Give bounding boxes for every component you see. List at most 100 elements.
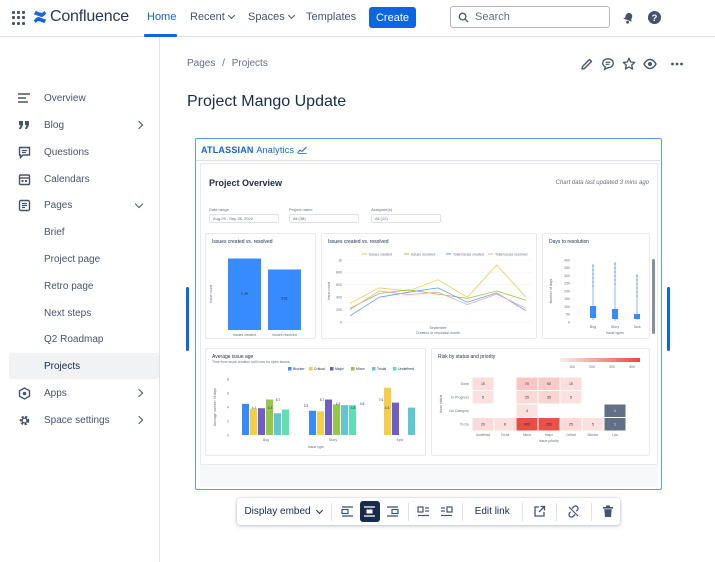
scale-swatch [636, 358, 640, 362]
align-right-button[interactable] [382, 501, 403, 522]
bar [309, 410, 316, 435]
star-icon[interactable] [622, 57, 636, 71]
bar [250, 408, 257, 435]
trash-icon [603, 505, 614, 517]
app-switcher-icon[interactable] [12, 11, 26, 25]
bar [317, 411, 324, 435]
heatmap-cell [560, 418, 582, 431]
filter-project-name[interactable]: Project name All (38) [289, 207, 359, 223]
breadcrumb-projects[interactable]: Projects [231, 58, 268, 69]
heatmap-cell [538, 391, 560, 404]
page-tree-item[interactable]: Retro page [44, 280, 94, 292]
col-label: Minor [523, 433, 532, 437]
page-tree-item[interactable]: Brief [44, 226, 65, 238]
search-input[interactable] [475, 11, 605, 23]
page-tree-item[interactable]: Project page [44, 253, 101, 265]
sidebar-item-apps[interactable]: Apps [9, 380, 159, 406]
open-new-window-button[interactable] [528, 501, 551, 522]
box-outlier [614, 275, 616, 277]
sidebar-item-questions[interactable]: Questions [9, 139, 159, 165]
resize-handle-left[interactable] [186, 287, 189, 351]
nav-templates[interactable]: Templates [306, 11, 357, 23]
scale-swatch [592, 358, 596, 362]
x-tick-label: Story [611, 325, 619, 329]
dashboard: Project Overview Chart data last updated… [200, 163, 658, 465]
chevron-down-icon[interactable] [134, 199, 144, 208]
breadcrumb-separator: / [222, 58, 225, 69]
x-axis-label: Issue type [308, 445, 324, 449]
heatmap-cell [516, 391, 538, 404]
cell-label: 20 [481, 423, 485, 427]
col-label: Trivial [501, 433, 510, 437]
edit-icon[interactable] [580, 57, 594, 71]
sidebar-item-calendars[interactable]: Calendars [9, 166, 159, 192]
nav-home[interactable]: Home [147, 11, 177, 23]
filter-value: All (38) [289, 214, 359, 223]
y-tick-label: 6 [227, 391, 229, 395]
nav-recent[interactable]: Recent [190, 11, 235, 23]
comment-icon[interactable] [601, 57, 615, 71]
filter-date-range[interactable]: Date range Aug 29 - Sep 26, 2022 [209, 207, 279, 223]
legend-label: Issues created [369, 252, 392, 256]
chevron-right-icon[interactable] [134, 388, 144, 398]
help-icon[interactable]: ? [647, 10, 662, 25]
y-tick-label: 350 [564, 266, 570, 270]
filter-label: Project name [289, 207, 313, 212]
notifications-icon[interactable] [621, 10, 636, 25]
chart-title: Average issue age [212, 354, 254, 360]
align-center-button[interactable] [359, 501, 381, 522]
y-tick-label: 8 [227, 377, 229, 381]
analytics-embed[interactable]: ATLASSIAN Analytics Project Overview Cha… [195, 138, 662, 490]
cell-label: 1 [614, 423, 616, 427]
edit-link-button[interactable]: Edit link [474, 506, 510, 517]
box-outlier [636, 291, 638, 293]
scale-swatch [604, 358, 608, 362]
y-tick-label: 400 [336, 296, 342, 300]
wrap-left-button[interactable] [414, 501, 435, 522]
y-tick-label: 200 [564, 289, 570, 293]
sidebar-item-overview[interactable]: Overview [9, 85, 159, 111]
watch-icon[interactable] [643, 57, 657, 71]
unlink-button[interactable] [562, 501, 585, 522]
box-outlier [592, 285, 594, 287]
y-tick-label: 1k [338, 258, 342, 262]
cell-label: 350 [546, 423, 552, 427]
nav-spaces[interactable]: Spaces [248, 11, 295, 23]
box [634, 314, 640, 319]
brand-name: ATLASSIAN [201, 145, 254, 155]
chevron-right-icon[interactable] [134, 415, 144, 425]
wrap-right-button[interactable] [436, 501, 457, 522]
y-tick-label: 400 [564, 258, 570, 262]
resize-handle-right[interactable] [667, 287, 670, 351]
confluence-logo[interactable]: Confluence [33, 8, 129, 26]
dashboard-scrollbar[interactable] [652, 259, 655, 334]
heatmap-cell [604, 418, 626, 431]
heatmap-cell [516, 418, 538, 431]
col-label: Undefined [476, 433, 491, 437]
filter-assignees[interactable]: Assignee(s) All (12) [371, 207, 441, 223]
scale-swatch [628, 358, 632, 362]
page-tree-item[interactable]: Q2 Roadmap [44, 333, 104, 345]
y-tick-label: 600 [336, 283, 342, 287]
more-icon[interactable] [670, 57, 684, 71]
display-embed-dropdown[interactable]: Display embed [240, 501, 326, 522]
bar [268, 269, 301, 330]
logo-text: Confluence [50, 8, 129, 25]
page-tree-item-active[interactable]: Projects [9, 353, 159, 379]
heatmap-cell [494, 418, 516, 431]
sidebar-item-space-settings[interactable]: Space settings [9, 407, 159, 433]
breadcrumb-pages[interactable]: Pages [187, 58, 216, 69]
sidebar-item-pages[interactable]: Pages [9, 192, 159, 218]
scale-swatch [572, 358, 576, 362]
y-tick-label: 4 [227, 405, 229, 409]
sidebar-item-blog[interactable]: Blog [9, 112, 159, 138]
filter-label: Assignee(s) [371, 207, 393, 212]
page-tree-item[interactable]: Next steps [44, 307, 92, 319]
create-button[interactable]: Create [369, 7, 416, 28]
search-box[interactable] [450, 6, 610, 28]
chevron-right-icon[interactable] [134, 120, 144, 130]
heatmap-cell [560, 377, 582, 390]
align-left-button[interactable] [337, 501, 358, 522]
scale-swatch [608, 358, 612, 362]
delete-button[interactable] [597, 501, 620, 522]
